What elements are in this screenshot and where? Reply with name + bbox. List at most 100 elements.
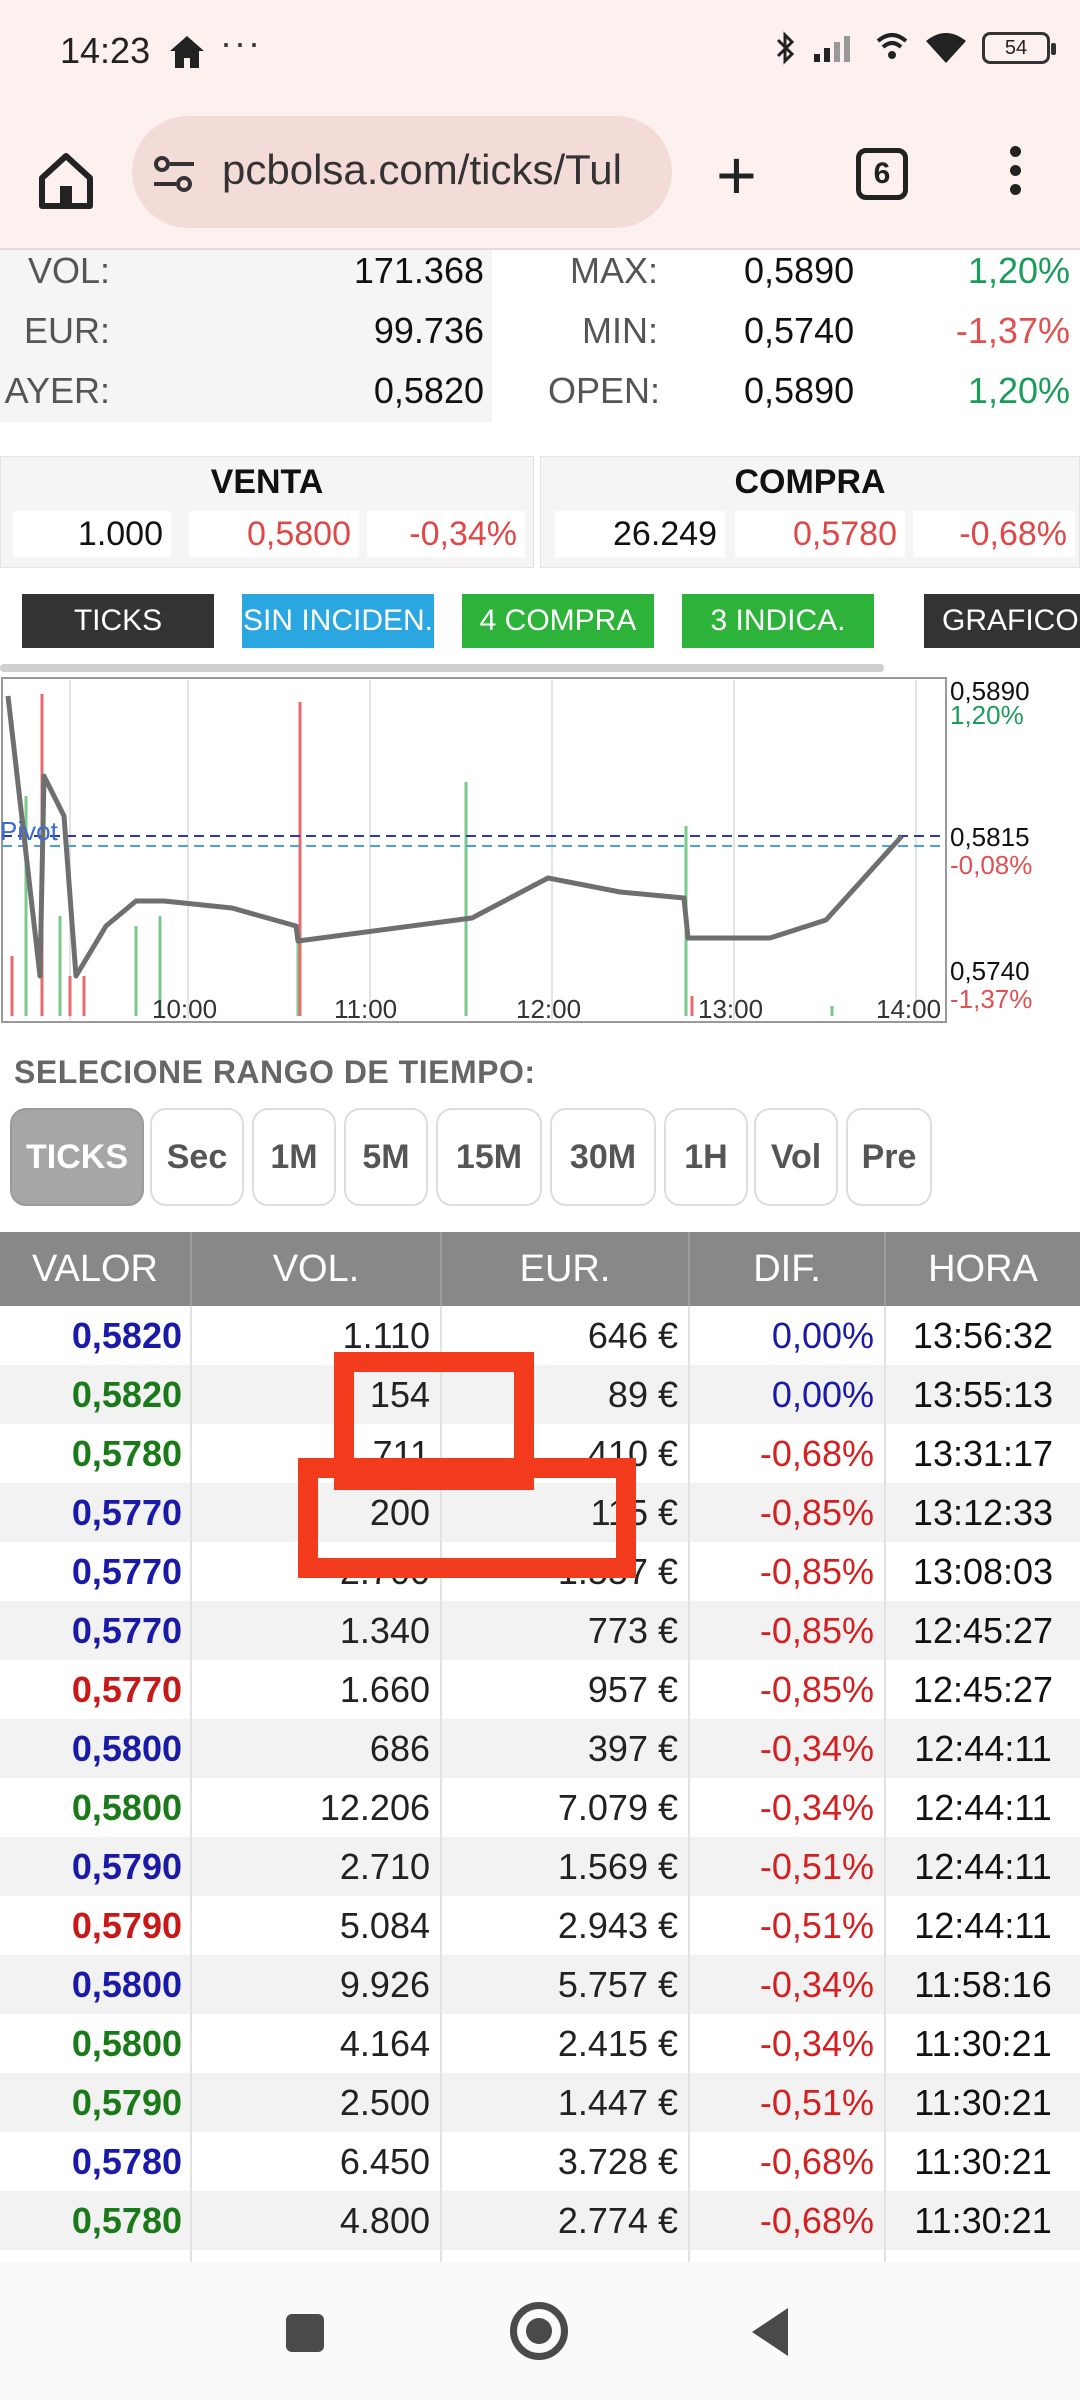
cell-valor: 0,5800 xyxy=(0,1955,192,2014)
cell-vol: 200 xyxy=(192,1483,442,1542)
table-row[interactable]: 0,5820 1.110 646 €0,00% 13:56:32 xyxy=(0,1306,1080,1365)
table-row[interactable]: 0,5820 154 89 €0,00% 13:55:13 xyxy=(0,1365,1080,1424)
col-eur[interactable]: EUR. xyxy=(442,1232,690,1306)
tab-ticks[interactable]: TICKS xyxy=(22,594,214,648)
range-sec-button[interactable]: Sec xyxy=(150,1108,244,1206)
cell-dif: -0,34% xyxy=(690,1719,886,1778)
cell-hora: 11:58:16 xyxy=(914,1964,1052,2005)
summary-vol: VOL: 171.368 xyxy=(0,250,492,306)
cell-vol: 6.450 xyxy=(192,2132,442,2191)
x-label: 13:00 xyxy=(698,994,764,1024)
tab-switcher-button[interactable]: 6 xyxy=(856,148,908,200)
cell-dif: 0,00% xyxy=(690,1365,886,1424)
summary-label: MIN: xyxy=(582,310,658,351)
col-vol[interactable]: VOL. xyxy=(192,1232,442,1306)
browser-home-button[interactable] xyxy=(34,148,98,212)
system-nav-bar xyxy=(0,2262,1080,2400)
recents-button[interactable] xyxy=(286,2314,324,2352)
table-row[interactable]: 0,5770 200 115 € -0,85% 13:12:33 xyxy=(0,1483,1080,1542)
table-row[interactable]: 0,5780 711 410 € -0,68% 13:31:17 xyxy=(0,1424,1080,1483)
range-5m-button[interactable]: 5M xyxy=(344,1108,428,1206)
summary-label: MAX: xyxy=(569,250,658,291)
tab-indicadores[interactable]: 3 INDICA. xyxy=(682,594,874,648)
range-1m-button[interactable]: 1M xyxy=(252,1108,336,1206)
cell-valor: 0,5780 xyxy=(0,2132,192,2191)
table-header: VALOR VOL. EUR. DIF. HORA xyxy=(0,1232,1080,1306)
cell-vol: 2.710 xyxy=(192,1837,442,1896)
cell-valor: 0,5770 xyxy=(0,2250,192,2262)
cell-vol: 1.340 xyxy=(192,1601,442,1660)
cell-vol: 5.084 xyxy=(192,1896,442,1955)
venta-qty: 1.000 xyxy=(13,511,171,557)
cell-valor: 0,5780 xyxy=(0,2191,192,2250)
col-hora[interactable]: HORA xyxy=(928,1248,1038,1290)
cell-dif: -0,34% xyxy=(690,1778,886,1837)
cell-hora: 12:45:27 xyxy=(912,1610,1054,1651)
summary-value: 0,5890 xyxy=(744,250,855,291)
tab-sin-incidencias[interactable]: SIN INCIDEN. xyxy=(242,594,434,648)
home-button[interactable] xyxy=(510,2302,568,2360)
range-vol-button[interactable]: Vol xyxy=(754,1108,838,1206)
cell-hora: 13:31:17 xyxy=(912,1433,1054,1474)
browser-toolbar: pcbolsa.com/ticks/Tul + 6 xyxy=(0,110,1080,250)
summary-value: 0,5820 xyxy=(373,370,484,411)
table-row[interactable]: 0,5800 686 397 € -0,34% 12:44:11 xyxy=(0,1719,1080,1778)
table-row[interactable]: 0,57703.0001.731 €-0,85%11:30:21 xyxy=(0,2250,1080,2262)
range-ticks-button[interactable]: TICKS xyxy=(10,1108,144,1206)
summary-ayer: AYER: 0,5820 xyxy=(0,370,492,426)
col-valor[interactable]: VALOR xyxy=(0,1232,192,1306)
table-row[interactable]: 0,5790 2.710 1.569 € -0,51% 12:44:11 xyxy=(0,1837,1080,1896)
venta-pct: -0,34% xyxy=(367,511,525,557)
wifi-icon xyxy=(926,33,966,63)
range-pre-button[interactable]: Pre xyxy=(846,1108,932,1206)
new-tab-button[interactable]: + xyxy=(716,136,757,214)
cell-eur: 2.774 € xyxy=(442,2191,690,2250)
venta-title: VENTA xyxy=(210,463,324,501)
x-label: 11:00 xyxy=(334,994,398,1024)
browser-menu-button[interactable] xyxy=(1000,146,1030,206)
cell-hora: 12:44:11 xyxy=(914,1728,1052,1769)
range-30m-button[interactable]: 30M xyxy=(550,1108,656,1206)
y-label-pivot-pct: -0,08% xyxy=(950,850,1033,880)
table-row[interactable]: 0,5800 12.206 7.079 € -0,34% 12:44:11 xyxy=(0,1778,1080,1837)
table-row[interactable]: 0,5800 9.926 5.757 € -0,34% 11:58:16 xyxy=(0,1955,1080,2014)
url-text: pcbolsa.com/ticks/Tul xyxy=(222,146,622,193)
summary-value: 0,5740 xyxy=(744,310,855,351)
status-icons: 54 xyxy=(774,30,1056,66)
table-row[interactable]: 0,5770 1.660 957 € -0,85% 12:45:27 xyxy=(0,1660,1080,1719)
cell-vol: 3.000 xyxy=(192,2250,442,2262)
range-1h-button[interactable]: 1H xyxy=(664,1108,748,1206)
site-settings-icon[interactable] xyxy=(152,154,196,199)
cell-vol: 4.164 xyxy=(192,2014,442,2073)
tabs-scrollbar[interactable] xyxy=(0,664,884,672)
summary-value: 171.368 xyxy=(353,250,484,291)
col-dif[interactable]: DIF. xyxy=(690,1232,886,1306)
x-label: 10:00 xyxy=(152,994,218,1024)
cell-dif: -0,68% xyxy=(690,2132,886,2191)
table-row[interactable]: 0,5790 2.500 1.447 € -0,51% 11:30:21 xyxy=(0,2073,1080,2132)
table-row[interactable]: 0,5770 1.340 773 € -0,85% 12:45:27 xyxy=(0,1601,1080,1660)
cell-eur: 1.731 € xyxy=(442,2250,690,2262)
cell-vol: 12.206 xyxy=(192,1778,442,1837)
tab-grafico[interactable]: GRAFICO I xyxy=(924,594,1080,648)
cell-dif: -0,51% xyxy=(690,1896,886,1955)
table-row[interactable]: 0,5800 4.164 2.415 € -0,34% 11:30:21 xyxy=(0,2014,1080,2073)
chart-svg xyxy=(1,677,947,1023)
summary-open: OPEN: 0,5890 1,20% xyxy=(548,370,1080,426)
cell-valor: 0,5800 xyxy=(0,1778,192,1837)
tab-compra[interactable]: 4 COMPRA xyxy=(462,594,654,648)
range-15m-button[interactable]: 15M xyxy=(436,1108,542,1206)
compra-qty: 26.249 xyxy=(555,511,725,557)
venta-box: VENTA 1.000 0,5800 -0,34% xyxy=(0,456,534,568)
cell-vol: 1.110 xyxy=(192,1306,442,1365)
cell-eur: 7.079 € xyxy=(442,1778,690,1837)
battery-icon: 54 xyxy=(982,32,1056,64)
highlight-box xyxy=(298,1458,636,1578)
table-row[interactable]: 0,5790 5.084 2.943 € -0,51% 12:44:11 xyxy=(0,1896,1080,1955)
table-row[interactable]: 0,5780 4.800 2.774 € -0,68% 11:30:21 xyxy=(0,2191,1080,2250)
back-button[interactable] xyxy=(752,2308,788,2356)
table-row[interactable]: 0,5780 6.450 3.728 € -0,68% 11:30:21 xyxy=(0,2132,1080,2191)
url-bar[interactable]: pcbolsa.com/ticks/Tul xyxy=(132,116,672,228)
cell-dif: -0,68% xyxy=(690,1424,886,1483)
range-title: SELECIONE RANGO DE TIEMPO: xyxy=(14,1054,536,1090)
